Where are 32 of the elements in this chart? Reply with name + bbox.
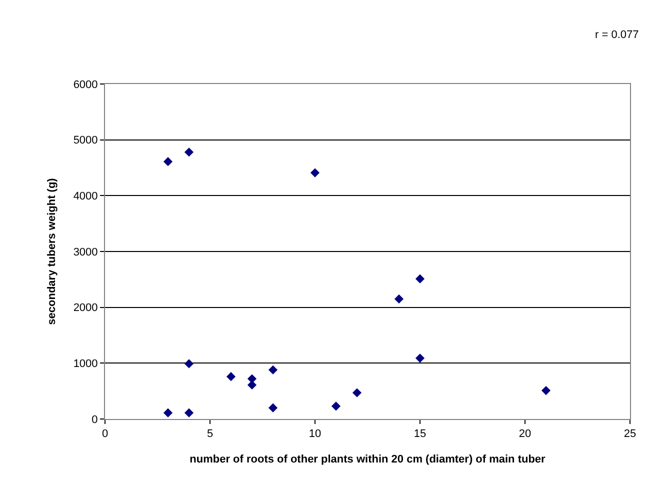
x-tick-label: 10 — [308, 428, 322, 440]
point — [352, 388, 362, 398]
point — [541, 386, 551, 396]
point — [268, 403, 278, 412]
y-tick-label: 4000 — [73, 190, 98, 203]
point — [163, 157, 173, 166]
x-tick-label: 0 — [102, 428, 108, 440]
point — [415, 274, 425, 284]
y-tick-label: 6000 — [73, 78, 98, 91]
x-axis-title: number of roots of other plants within 20 cm (diamter) of main tuber — [190, 453, 546, 466]
x-tick-label: 25 — [624, 428, 636, 440]
x-tick-label: 15 — [414, 428, 426, 440]
point — [331, 402, 341, 411]
y-tick-label: 1000 — [73, 358, 98, 370]
point — [310, 168, 320, 178]
text: r = 0.077 — [595, 29, 639, 41]
y-axis-title: secondary tubers weight (g) — [46, 178, 58, 325]
y-tick-label: 0 — [92, 414, 98, 426]
point — [184, 408, 194, 418]
x-tick-label: 20 — [518, 428, 532, 440]
point — [184, 148, 194, 157]
y-tick-label: 3000 — [73, 246, 98, 258]
y-tick-label: 5000 — [73, 134, 98, 147]
point — [247, 380, 257, 390]
x-tick-label: 5 — [206, 428, 214, 440]
point — [184, 359, 194, 368]
point — [268, 365, 278, 374]
point — [415, 354, 425, 363]
point — [163, 408, 173, 418]
point — [226, 372, 236, 382]
y-tick-label: 2000 — [73, 302, 98, 314]
point — [394, 294, 404, 304]
